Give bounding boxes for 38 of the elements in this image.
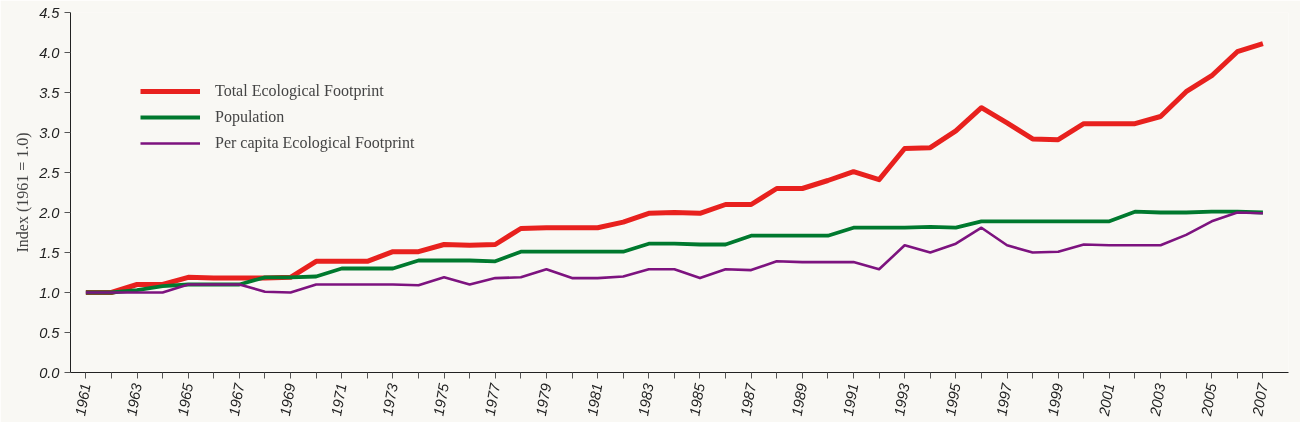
y-tick-label: 3.0: [39, 124, 61, 141]
x-tick-label: 1983: [635, 381, 657, 417]
legend-label: Total Ecological Footprint: [215, 82, 384, 100]
x-tick-label: 1981: [584, 382, 606, 417]
x-tick-label: 1961: [72, 382, 94, 417]
x-tick-label: 1977: [481, 381, 504, 417]
y-tick-label: 2.5: [38, 164, 61, 181]
x-tick-label: 1987: [737, 381, 760, 417]
legend-label: Population: [215, 108, 285, 126]
x-tick-label: 1993: [891, 381, 913, 417]
x-tick-label: 1971: [328, 382, 350, 417]
y-tick-label: 2.0: [38, 204, 61, 221]
y-tick-label: 1.5: [39, 244, 61, 261]
x-tick-label: 1991: [839, 382, 862, 417]
x-tick-label: 1965: [174, 381, 197, 417]
x-tick-label: 2001: [1095, 382, 1118, 418]
x-tick-label: 1967: [225, 381, 248, 417]
x-tick-label: 1979: [532, 382, 555, 417]
x-tick-label: 1975: [430, 381, 453, 417]
x-tick-label: 2003: [1146, 381, 1169, 418]
legend-label: Per capita Ecological Footprint: [215, 134, 415, 152]
x-tick-label: 1989: [788, 382, 811, 417]
x-tick-label: 1973: [379, 381, 401, 417]
y-axis-title: Index (1961 = 1.0): [14, 132, 33, 253]
x-tick-label: 1999: [1044, 382, 1067, 417]
x-tick-label: 2005: [1198, 381, 1220, 418]
x-tick-label: 1963: [123, 381, 146, 417]
y-tick-label: 0.5: [39, 324, 61, 341]
y-tick-label: 4.5: [39, 4, 61, 21]
y-tick-label: 3.5: [39, 84, 61, 101]
y-tick-label: 0.0: [39, 364, 61, 381]
x-tick-label: 1995: [942, 381, 964, 417]
x-tick-label: 1997: [993, 381, 1016, 417]
x-tick-label: 1985: [686, 381, 708, 417]
x-tick-label: 2007: [1249, 381, 1271, 418]
x-tick-label: 1969: [277, 382, 299, 417]
y-tick-label: 4.0: [39, 44, 61, 61]
y-tick-label: 1.0: [39, 284, 61, 301]
